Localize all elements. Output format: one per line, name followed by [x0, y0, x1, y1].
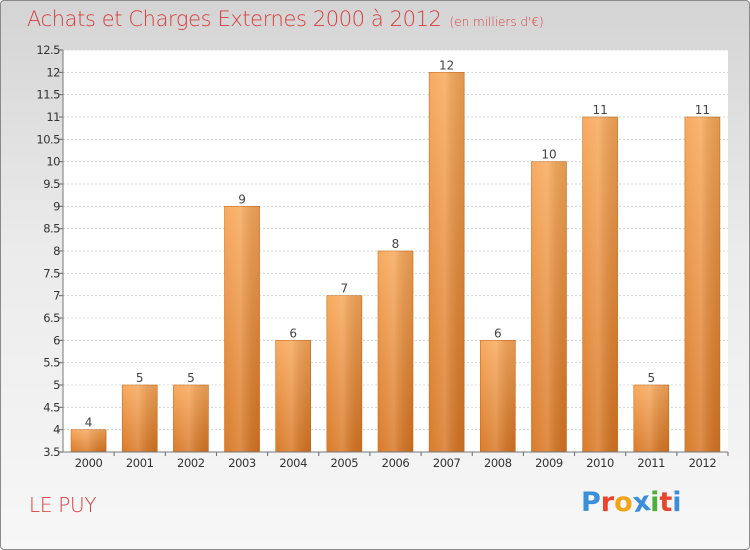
y-tick-label: 5 [53, 378, 60, 392]
x-tick-label-2011: 2011 [637, 456, 665, 470]
bar-shine [378, 251, 413, 452]
bar-shine [275, 340, 311, 452]
bar-shine [429, 72, 465, 452]
x-tick-label-2007: 2007 [433, 456, 461, 470]
data-label-2010: 11 [592, 103, 607, 117]
bar-shine [684, 117, 720, 452]
x-tick-label-2002: 2002 [177, 456, 205, 470]
logo-letter: r [600, 487, 615, 518]
logo-letter: i [650, 487, 660, 518]
logo-letter: x [630, 485, 653, 520]
y-tick-label: 4.5 [43, 400, 60, 414]
x-tick-label-2008: 2008 [484, 456, 512, 470]
bar-shine [531, 161, 567, 452]
data-label-2009: 10 [541, 148, 556, 162]
data-label-2001: 5 [136, 371, 144, 385]
data-label-2000: 4 [85, 416, 93, 430]
y-tick-label: 12.5 [36, 43, 60, 57]
logo-letter: P [581, 487, 601, 518]
data-label-2002: 5 [187, 371, 195, 385]
x-tick-label-2000: 2000 [75, 456, 103, 470]
x-tick-label-2006: 2006 [382, 456, 410, 470]
y-tick-label: 5.5 [43, 356, 60, 370]
y-tick-label: 7.5 [43, 266, 60, 280]
data-label-2004: 6 [289, 326, 297, 340]
logo-letter: t [659, 487, 673, 518]
y-tick-label: 6.5 [43, 311, 60, 325]
x-tick-label-2005: 2005 [331, 456, 359, 470]
x-tick-label-2004: 2004 [279, 456, 307, 470]
x-tick-label-2010: 2010 [586, 456, 614, 470]
commune-name: LE PUY [29, 493, 97, 517]
data-label-2007: 12 [439, 58, 454, 72]
data-label-2008: 6 [494, 326, 502, 340]
data-label-2012: 11 [695, 103, 710, 117]
bar-shine [326, 295, 362, 452]
y-tick-label: 12 [46, 65, 60, 79]
logo-letter: i [672, 487, 682, 518]
bar-shine [224, 206, 260, 452]
logo-letter: o [614, 487, 633, 518]
chart-title-block: Achats et Charges Externes 2000 à 2012 (e… [27, 7, 544, 31]
data-label-2005: 7 [341, 282, 349, 296]
chart-unit: (en milliers d'€) [449, 15, 544, 29]
y-tick-label: 10 [46, 155, 60, 169]
proxiti-logo[interactable]: Proxiti [581, 485, 682, 520]
data-label-2011: 5 [647, 371, 655, 385]
y-tick-label: 7 [53, 289, 60, 303]
bar-shine [71, 429, 107, 452]
bar-shine [582, 117, 618, 452]
x-tick-label-2009: 2009 [535, 456, 563, 470]
chart-title: Achats et Charges Externes 2000 à 2012 [27, 7, 442, 31]
x-tick-label-2001: 2001 [126, 456, 154, 470]
y-tick-label: 6 [53, 333, 60, 347]
bar-shine [480, 340, 516, 452]
y-tick-label: 10.5 [36, 132, 60, 146]
y-tick-label: 3.5 [43, 445, 60, 459]
y-tick-label: 8 [53, 244, 60, 258]
x-tick-label-2003: 2003 [228, 456, 256, 470]
x-tick-label-2012: 2012 [689, 456, 717, 470]
y-tick-label: 9.5 [43, 177, 60, 191]
y-tick-label: 8.5 [43, 222, 60, 236]
y-tick-label: 11.5 [36, 88, 60, 102]
bar-shine [633, 385, 669, 452]
y-tick-label: 11 [46, 110, 60, 124]
y-tick-label: 9 [53, 199, 60, 213]
y-tick-label: 4 [53, 423, 60, 437]
bar-shine [173, 385, 209, 452]
bar-shine [122, 385, 158, 452]
data-label-2003: 9 [238, 192, 246, 206]
data-label-2006: 8 [392, 237, 400, 251]
